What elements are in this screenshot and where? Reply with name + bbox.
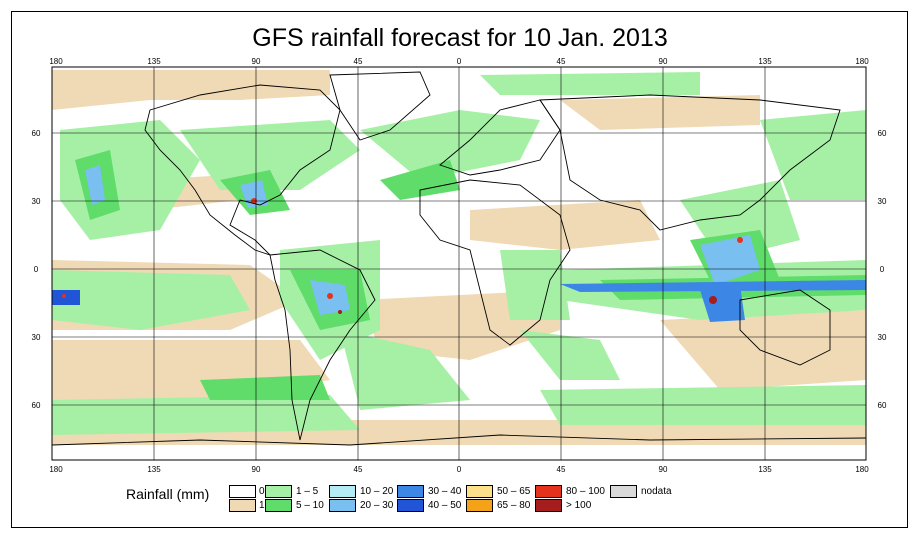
greenland-outline xyxy=(329,71,431,141)
legend-swatch-11 xyxy=(535,499,562,512)
lon-tick-bottom-0: 180 xyxy=(49,465,63,474)
north-america-outline xyxy=(144,84,341,256)
legend-label-1: 1 xyxy=(259,500,265,511)
lon-tick-bottom-8: 180 xyxy=(855,465,869,474)
legend-swatch-2 xyxy=(265,485,292,498)
legend-swatch-0 xyxy=(229,485,256,498)
legend-label-7: 40 – 50 xyxy=(428,500,462,511)
latitude-ticks-left: 60 30 0 30 60 xyxy=(32,129,41,410)
australia-outline xyxy=(739,289,831,366)
lon-tick-top-3: 45 xyxy=(354,57,363,66)
lon-tick-bottom-2: 90 xyxy=(252,465,261,474)
coastlines xyxy=(52,71,866,446)
map-border xyxy=(51,66,867,461)
figure-frame xyxy=(11,11,908,528)
lon-tick-bottom-3: 45 xyxy=(354,465,363,474)
lat-tick-right-4: 60 xyxy=(878,401,887,410)
rain-heavy-cores xyxy=(52,165,866,322)
lon-tick-bottom-7: 135 xyxy=(758,465,772,474)
lon-tick-top-5: 45 xyxy=(557,57,566,66)
lon-tick-bottom-5: 45 xyxy=(557,465,566,474)
legend-swatch-12 xyxy=(610,485,637,498)
legend-label-3: 5 – 10 xyxy=(296,500,324,511)
graticule xyxy=(52,67,866,460)
lat-tick-right-1: 30 xyxy=(878,197,887,206)
south-america-outline xyxy=(269,249,376,441)
lat-tick-left-4: 60 xyxy=(32,401,41,410)
longitude-ticks-top: 180 135 90 45 0 45 90 135 180 xyxy=(49,57,869,66)
legend-swatch-5 xyxy=(329,499,356,512)
legend-swatch-9 xyxy=(466,499,493,512)
lon-tick-top-4: 0 xyxy=(457,57,462,66)
lat-tick-right-2: 0 xyxy=(880,265,885,274)
map-area xyxy=(52,67,866,460)
lat-tick-left-1: 30 xyxy=(32,197,41,206)
legend-label-6: 30 – 40 xyxy=(428,486,462,497)
legend-swatch-6 xyxy=(397,485,424,498)
legend-label-5: 20 – 30 xyxy=(360,500,394,511)
lon-tick-bottom-1: 135 xyxy=(147,465,161,474)
legend-swatch-1 xyxy=(229,499,256,512)
legend-label-9: 65 – 80 xyxy=(497,500,531,511)
legend-label-8: 50 – 65 xyxy=(497,486,531,497)
legend-label-2: 1 – 5 xyxy=(296,486,319,497)
longitude-ticks-bottom: 180 135 90 45 0 45 90 135 180 xyxy=(49,465,869,474)
lon-tick-top-7: 135 xyxy=(758,57,772,66)
lon-tick-top-1: 135 xyxy=(147,57,161,66)
map-title: GFS rainfall forecast for 10 Jan. 2013 xyxy=(252,24,668,52)
antarctica-outline xyxy=(52,434,866,446)
lon-tick-bottom-4: 0 xyxy=(457,465,462,474)
lat-tick-right-0: 60 xyxy=(878,129,887,138)
legend-title: Rainfall (mm) xyxy=(126,486,210,502)
lon-tick-top-2: 90 xyxy=(252,57,261,66)
lat-tick-left-3: 30 xyxy=(32,333,41,342)
legend-swatch-4 xyxy=(329,485,356,498)
lon-tick-top-8: 180 xyxy=(855,57,869,66)
legend-swatch-3 xyxy=(265,499,292,512)
lat-tick-right-3: 30 xyxy=(878,333,887,342)
lat-tick-left-2: 0 xyxy=(34,265,39,274)
legend-label-11: > 100 xyxy=(566,500,592,511)
legend-swatch-10 xyxy=(535,485,562,498)
legend-swatch-8 xyxy=(466,485,493,498)
legend-swatch-7 xyxy=(397,499,424,512)
lon-tick-top-0: 180 xyxy=(49,57,63,66)
rain-extreme-cells xyxy=(62,198,743,314)
legend-label-0: 0 xyxy=(259,486,265,497)
asia-outline xyxy=(539,94,841,231)
latitude-ticks-right: 60 30 0 30 60 xyxy=(878,129,887,410)
lat-tick-left-0: 60 xyxy=(32,129,41,138)
africa-outline xyxy=(419,179,571,346)
lon-tick-bottom-6: 90 xyxy=(659,465,668,474)
legend-label-12: nodata xyxy=(641,486,672,497)
legend-label-10: 80 – 100 xyxy=(566,486,605,497)
lon-tick-top-6: 90 xyxy=(659,57,668,66)
legend-label-4: 10 – 20 xyxy=(360,486,394,497)
